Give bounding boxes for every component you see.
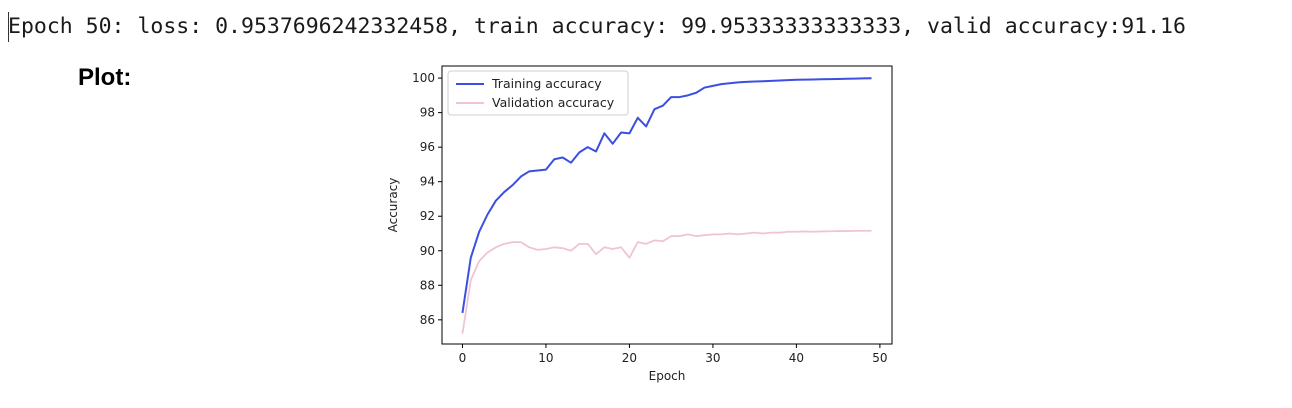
x-tick-label: 0 — [459, 351, 467, 365]
x-tick-label: 30 — [705, 351, 720, 365]
y-tick-label: 96 — [420, 140, 435, 154]
plot-label: Plot: — [78, 64, 132, 91]
legend-box — [447, 70, 629, 116]
legend-label-validation: Validation accuracy — [492, 95, 615, 110]
y-tick-label: 90 — [420, 244, 435, 258]
y-tick-label: 88 — [420, 278, 435, 292]
legend-label-training: Training accuracy — [491, 76, 602, 91]
series-line-validation — [461, 229, 872, 334]
y-axis-label: Accuracy — [386, 178, 400, 233]
x-axis-label: Epoch — [649, 369, 686, 383]
y-tick-label: 100 — [412, 71, 435, 85]
series-line-training — [461, 77, 872, 314]
plot-frame — [441, 65, 893, 345]
accuracy-chart: 0 10 20 30 40 50 86 88 90 92 94 96 98 100 Epoch Accurac… — [386, 65, 893, 383]
x-tick-label: 40 — [789, 351, 804, 365]
x-tick-label: 20 — [622, 351, 637, 365]
y-tick-label: 98 — [420, 106, 435, 120]
y-tick-label: 94 — [420, 175, 435, 189]
x-tick-label: 50 — [872, 351, 887, 365]
x-tick-label: 10 — [538, 351, 553, 365]
y-tick-label: 92 — [420, 209, 435, 223]
y-tick-label: 86 — [420, 313, 435, 327]
text-cursor — [8, 12, 9, 42]
output-log-line: Epoch 50: loss: 0.9537696242332458, trai… — [8, 13, 1186, 39]
